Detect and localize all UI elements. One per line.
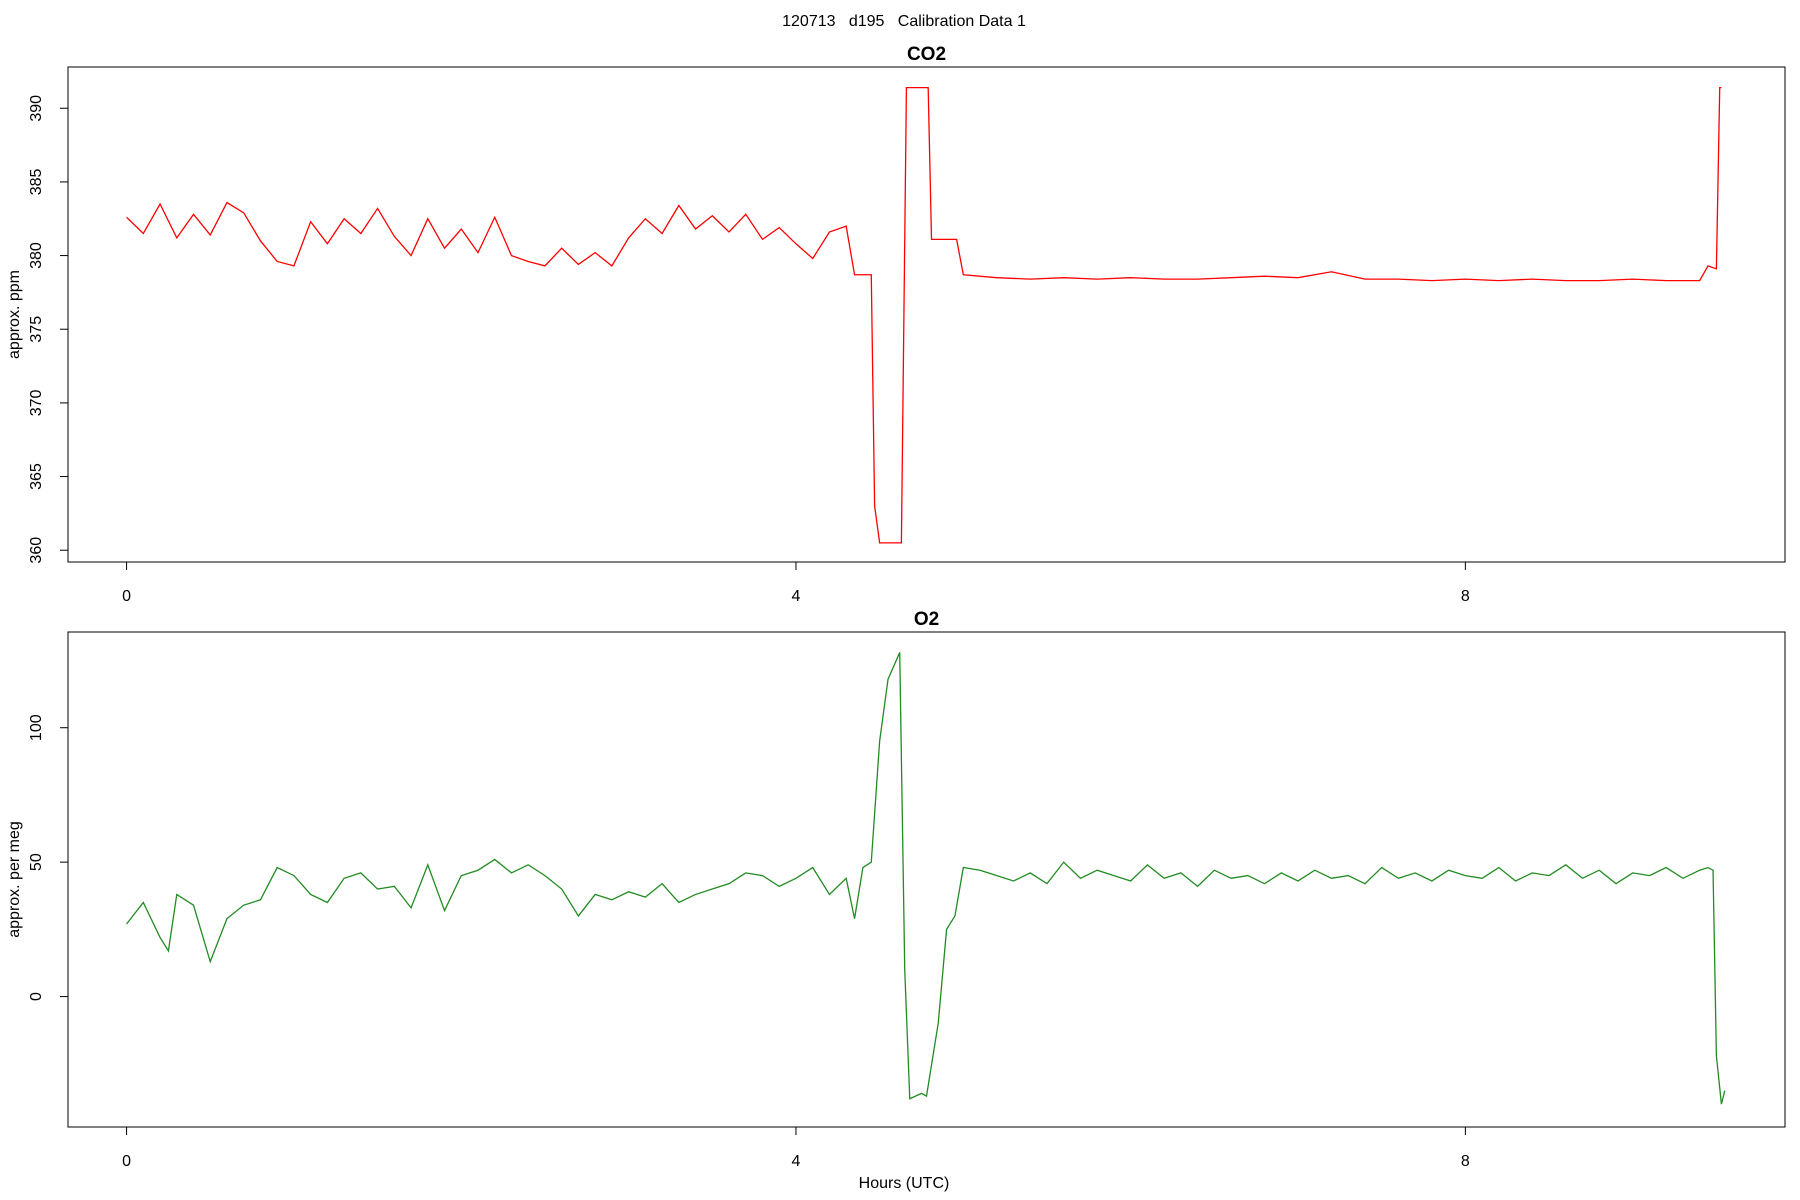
- y-tick-label: 375: [28, 316, 45, 343]
- panel-title: CO2: [907, 44, 946, 65]
- y-tick-label: 380: [28, 242, 45, 269]
- data-line: [126, 652, 1726, 1105]
- y-tick-label: 0: [28, 992, 45, 1001]
- data-line: [126, 86, 1722, 544]
- panel-title: O2: [914, 609, 939, 630]
- y-tick-label: 370: [28, 389, 45, 416]
- y-axis-label: approx. per meg: [6, 821, 23, 938]
- x-tick-label: 0: [122, 588, 131, 605]
- figure-title: 120713 d195 Calibration Data 1: [782, 13, 1026, 30]
- y-tick-label: 100: [28, 714, 45, 741]
- y-tick-label: 50: [28, 853, 45, 871]
- plot-frame: [67, 66, 1786, 563]
- x-tick-label: 4: [792, 1153, 801, 1170]
- x-tick-label: 8: [1461, 1153, 1470, 1170]
- x-tick-label: 8: [1461, 588, 1470, 605]
- y-tick-label: 385: [28, 168, 45, 195]
- y-axis-label: approx. ppm: [6, 270, 23, 359]
- x-axis-label: Hours (UTC): [859, 1175, 950, 1192]
- y-tick-label: 360: [28, 537, 45, 564]
- y-tick-label: 365: [28, 463, 45, 490]
- x-tick-label: 0: [122, 1153, 131, 1170]
- plot-frame: [67, 631, 1786, 1128]
- y-tick-label: 390: [28, 95, 45, 122]
- x-tick-label: 4: [792, 588, 801, 605]
